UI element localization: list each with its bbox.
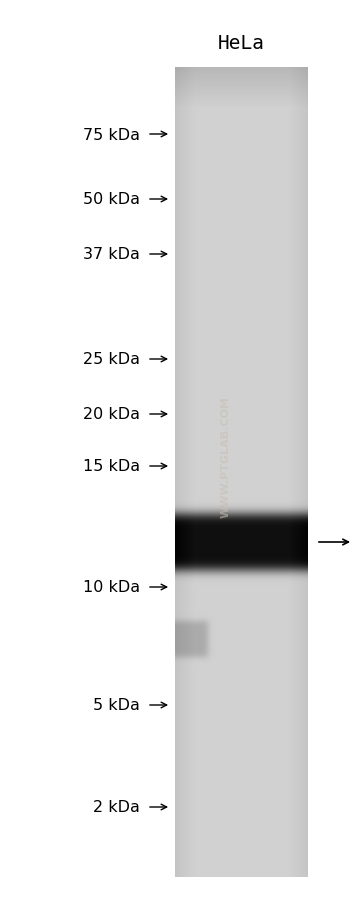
Text: 10 kDa: 10 kDa [83,580,140,594]
Text: 75 kDa: 75 kDa [83,127,140,143]
Text: HeLa: HeLa [218,34,265,53]
Text: WWW.PTGLAB.COM: WWW.PTGLAB.COM [220,395,231,517]
Text: 15 kDa: 15 kDa [83,459,140,474]
Text: 5 kDa: 5 kDa [93,698,140,713]
Text: 20 kDa: 20 kDa [83,407,140,422]
Text: 2 kDa: 2 kDa [93,799,140,815]
Text: 37 kDa: 37 kDa [83,247,140,262]
Text: 25 kDa: 25 kDa [83,352,140,367]
Text: 50 kDa: 50 kDa [83,192,140,207]
